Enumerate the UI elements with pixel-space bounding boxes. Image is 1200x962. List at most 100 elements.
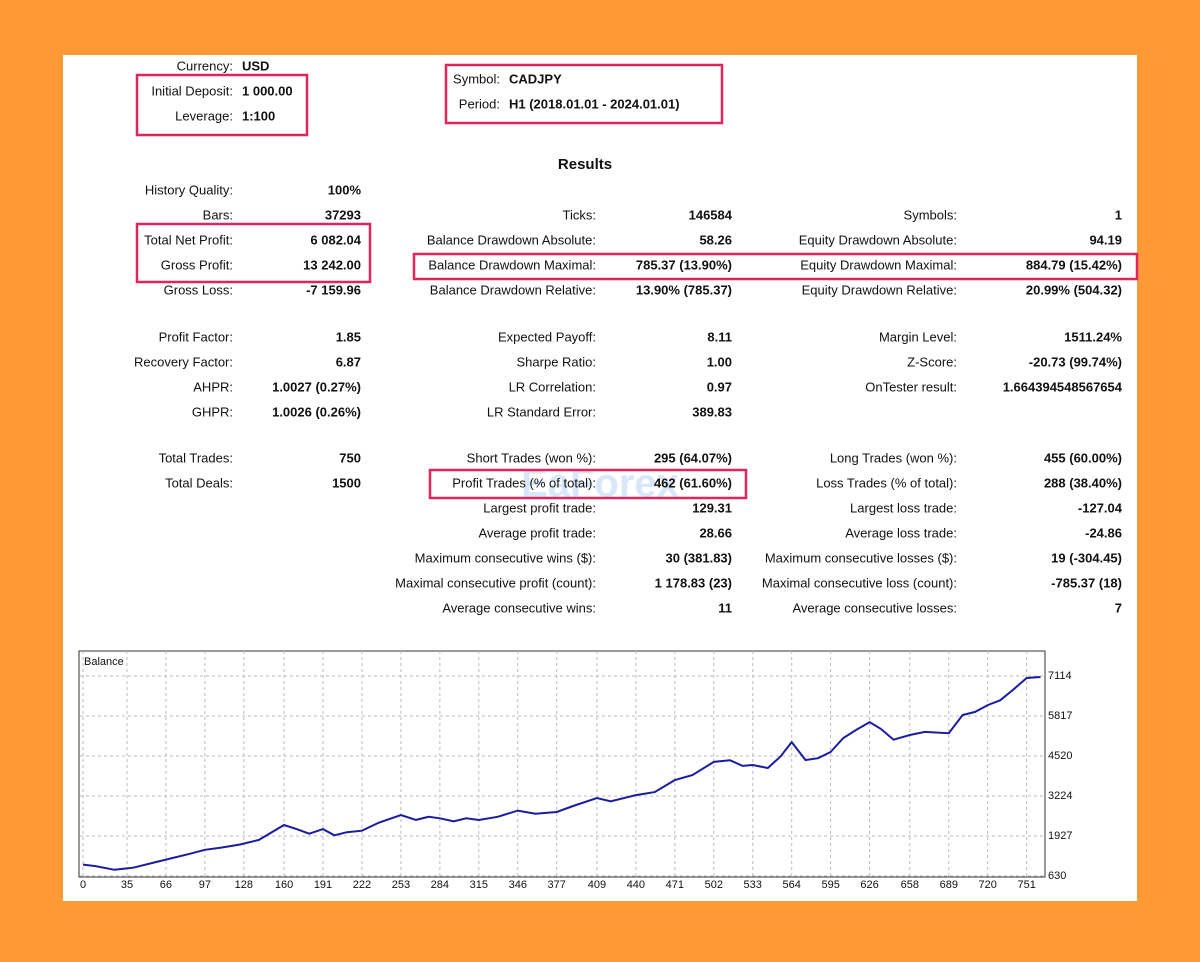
stat-label: LR Standard Error:: [487, 404, 596, 419]
balance-line: [82, 676, 1041, 871]
stat-value: 37293: [325, 207, 361, 222]
stat-label: Largest profit trade:: [483, 500, 596, 515]
stat-value: 1.00: [707, 354, 732, 369]
stat-label: History Quality:: [145, 182, 233, 197]
stat-value: 785.37 (13.90%): [636, 257, 732, 272]
field-value: 1 000.00: [242, 83, 293, 98]
stat-label: Long Trades (won %):: [830, 450, 957, 465]
stat-value: 58.26: [699, 232, 732, 247]
stat-label: Expected Payoff:: [498, 329, 596, 344]
stat-label: Total Deals:: [165, 475, 233, 490]
x-tick-label: 595: [821, 879, 839, 891]
x-tick-label: 0: [80, 879, 86, 891]
x-tick-label: 160: [275, 879, 293, 891]
stat-value: 750: [339, 450, 361, 465]
stat-value: 884.79 (15.42%): [1026, 257, 1122, 272]
x-tick-label: 658: [901, 879, 919, 891]
stat-value: 288 (38.40%): [1044, 475, 1122, 490]
highlight: [135, 222, 372, 284]
y-tick-label: 7114: [1048, 670, 1072, 682]
stat-label: OnTester result:: [865, 379, 957, 394]
stat-label: Maximal consecutive profit (count):: [395, 575, 596, 590]
stat-label: Bars:: [203, 207, 233, 222]
stat-value: -20.73 (99.74%): [1029, 354, 1122, 369]
stat-value: 462 (61.60%): [654, 475, 732, 490]
x-tick-label: 66: [160, 879, 172, 891]
stat-label: Ticks:: [563, 207, 596, 222]
stat-value: 13.90% (785.37): [636, 282, 732, 297]
stat-label: Sharpe Ratio:: [517, 354, 597, 369]
stat-value: 8.11: [707, 329, 732, 344]
stat-value: 0.97: [707, 379, 732, 394]
x-tick-label: 564: [783, 879, 801, 891]
stat-label: Maximum consecutive wins ($):: [415, 550, 596, 565]
x-tick-label: 409: [588, 879, 606, 891]
highlight: [412, 252, 1139, 281]
x-tick-label: 191: [314, 879, 332, 891]
highlight: [135, 73, 309, 137]
y-tick-label: 5817: [1048, 710, 1072, 722]
stat-label: Equity Drawdown Absolute:: [799, 232, 957, 247]
x-tick-label: 720: [979, 879, 997, 891]
stat-value: 146584: [689, 207, 733, 222]
stat-label: Average profit trade:: [478, 525, 596, 540]
stat-label: Symbols:: [904, 207, 957, 222]
stat-value: 1: [1115, 207, 1122, 222]
stat-value: 94.19: [1089, 232, 1122, 247]
x-tick-label: 222: [353, 879, 371, 891]
x-tick-label: 689: [940, 879, 958, 891]
field-value: USD: [242, 58, 269, 73]
x-tick-label: 315: [470, 879, 488, 891]
stat-value: 19 (-304.45): [1051, 550, 1122, 565]
stat-label: Total Net Profit:: [144, 232, 233, 247]
stat-value: 7: [1115, 600, 1122, 615]
stat-label: Maximal consecutive loss (count):: [762, 575, 957, 590]
stat-value: 100%: [328, 182, 362, 197]
stat-value: 389.83: [692, 404, 732, 419]
field-value: H1 (2018.01.01 - 2024.01.01): [509, 96, 680, 111]
stat-label: Total Trades:: [159, 450, 233, 465]
results-title: Results: [558, 156, 612, 173]
stat-value: -127.04: [1078, 500, 1123, 515]
stat-value: 455 (60.00%): [1044, 450, 1122, 465]
field-label: Period:: [459, 96, 500, 111]
stat-label: Maximum consecutive losses ($):: [765, 550, 957, 565]
field-label: Symbol:: [453, 71, 500, 86]
stat-value: 6 082.04: [310, 232, 361, 247]
chart-frame: [78, 650, 1046, 878]
y-tick-label: 4520: [1048, 750, 1072, 762]
legend-label: Balance: [84, 656, 124, 668]
stat-value: -7 159.96: [306, 282, 361, 297]
x-tick-label: 284: [431, 879, 449, 891]
stat-label: Average consecutive losses:: [792, 600, 957, 615]
y-tick-label: 1927: [1048, 830, 1072, 842]
stat-label: Gross Loss:: [164, 282, 233, 297]
field-value: 1:100: [242, 108, 275, 123]
stat-label: Profit Factor:: [159, 329, 233, 344]
x-tick-label: 97: [199, 879, 211, 891]
field-label: Initial Deposit:: [151, 83, 233, 98]
field-label: Leverage:: [175, 108, 233, 123]
stat-label: Balance Drawdown Maximal:: [428, 257, 596, 272]
x-tick-label: 471: [666, 879, 684, 891]
stat-value: -24.86: [1085, 525, 1122, 540]
x-tick-label: 440: [627, 879, 645, 891]
stat-label: LR Correlation:: [509, 379, 596, 394]
stat-label: Gross Profit:: [161, 257, 233, 272]
stat-value: 1500: [332, 475, 361, 490]
x-tick-label: 346: [509, 879, 527, 891]
stat-value: 13 242.00: [303, 257, 361, 272]
stat-label: Z-Score:: [907, 354, 957, 369]
y-tick-label: 630: [1048, 870, 1066, 882]
stat-value: 30 (381.83): [666, 550, 733, 565]
x-tick-label: 533: [744, 879, 762, 891]
stat-label: Average consecutive wins:: [442, 600, 596, 615]
stat-value: 1.664394548567654: [1003, 379, 1123, 394]
x-tick-label: 35: [121, 879, 133, 891]
stat-label: Loss Trades (% of total):: [816, 475, 957, 490]
stat-label: Balance Drawdown Relative:: [430, 282, 596, 297]
stat-value: 1.85: [336, 329, 361, 344]
field-value: CADJPY: [509, 71, 562, 86]
